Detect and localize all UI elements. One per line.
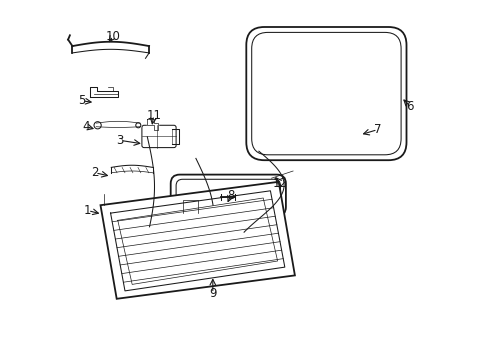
FancyBboxPatch shape xyxy=(170,175,285,216)
Polygon shape xyxy=(101,182,294,299)
FancyBboxPatch shape xyxy=(142,125,176,148)
Text: 6: 6 xyxy=(406,100,413,113)
Text: 8: 8 xyxy=(226,189,234,202)
Polygon shape xyxy=(146,119,158,130)
FancyBboxPatch shape xyxy=(246,27,406,160)
FancyBboxPatch shape xyxy=(162,209,276,275)
Text: 9: 9 xyxy=(209,287,216,300)
Text: 3: 3 xyxy=(116,134,124,147)
Text: 5: 5 xyxy=(78,94,85,107)
Text: 1: 1 xyxy=(84,204,91,217)
Text: 7: 7 xyxy=(373,123,381,136)
Text: 12: 12 xyxy=(272,177,287,190)
Text: 2: 2 xyxy=(91,166,99,179)
Text: 11: 11 xyxy=(146,109,161,122)
Text: 4: 4 xyxy=(82,120,90,133)
Polygon shape xyxy=(89,87,118,97)
Text: 10: 10 xyxy=(105,30,120,42)
